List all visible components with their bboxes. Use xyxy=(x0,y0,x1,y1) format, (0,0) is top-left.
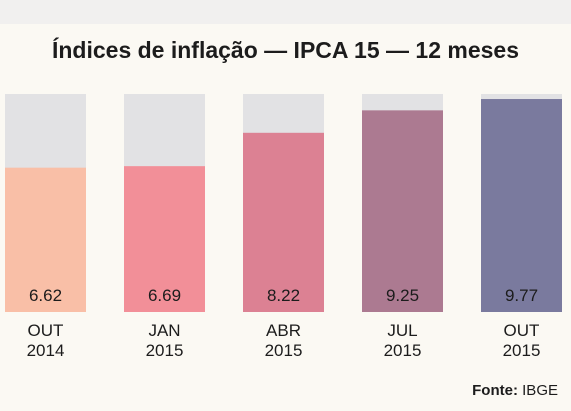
source-value: IBGE xyxy=(522,382,558,399)
category-label-month: OUT xyxy=(504,321,540,340)
category-label-month: JAN xyxy=(148,321,180,340)
category-label-year: 2015 xyxy=(265,341,303,360)
category-label-year: 2015 xyxy=(384,341,422,360)
category-label-year: 2015 xyxy=(503,341,541,360)
category-label-month: JUL xyxy=(387,321,417,340)
top-band xyxy=(0,0,571,24)
source-note: Fonte: IBGE xyxy=(472,382,558,399)
source-label: Fonte: xyxy=(472,382,518,399)
bar xyxy=(243,132,324,312)
bar-value-label: 9.25 xyxy=(386,286,419,305)
category-label-year: 2014 xyxy=(27,341,65,360)
bar-value-label: 9.77 xyxy=(505,286,538,305)
bar xyxy=(5,167,86,312)
bar xyxy=(481,99,562,312)
category-label-month: ABR xyxy=(266,321,301,340)
bar-value-label: 6.62 xyxy=(29,286,62,305)
bar xyxy=(124,166,205,312)
chart-title: Índices de inflação — IPCA 15 — 12 meses xyxy=(51,37,519,63)
category-label-month: OUT xyxy=(28,321,64,340)
bar-value-label: 6.69 xyxy=(148,286,181,305)
category-label-year: 2015 xyxy=(146,341,184,360)
bar xyxy=(362,110,443,312)
bar-value-label: 8.22 xyxy=(267,286,300,305)
